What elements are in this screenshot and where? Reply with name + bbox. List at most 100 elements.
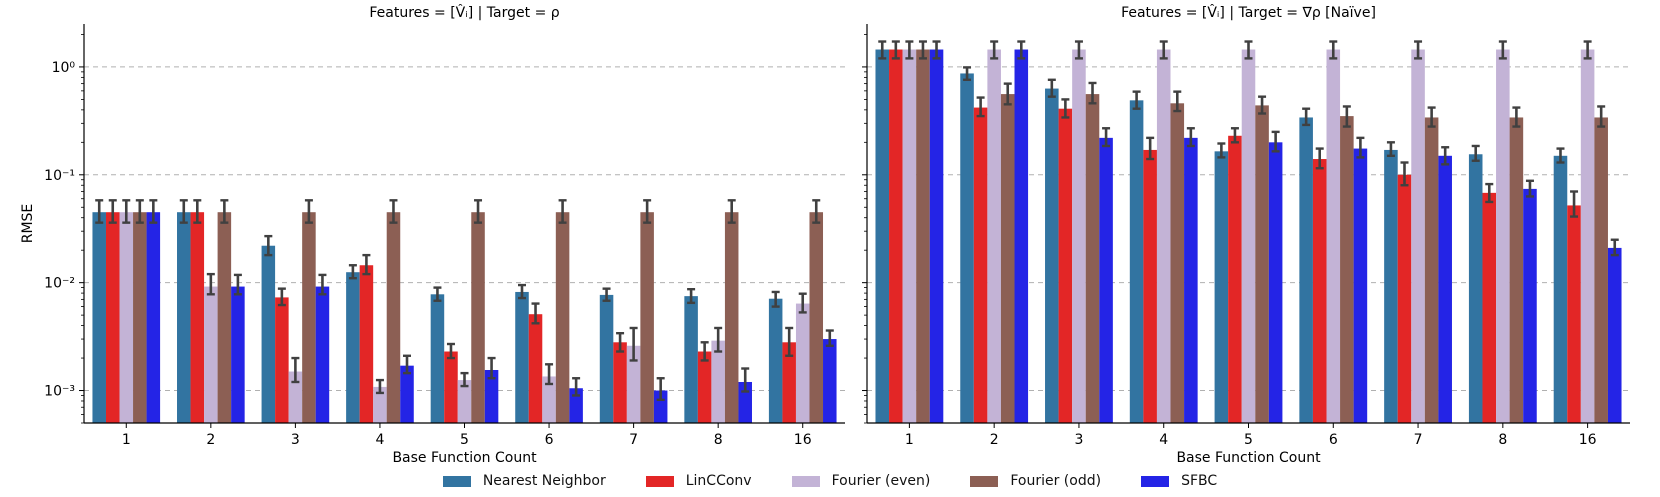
panel2-bar-nearest-neighbor-7: [1384, 149, 1398, 424]
panel2-bar-sfbc-8: [1523, 188, 1537, 423]
panel2-bar-nearest-neighbor-8: [1468, 154, 1483, 423]
panel1-x-tick-label-5: 5: [460, 432, 469, 448]
legend-label-sfbc: SFBC: [1181, 473, 1218, 489]
panel1-bar-nearest-neighbor-2: [177, 212, 191, 423]
panel2-bar-fourier-even-6: [1326, 49, 1341, 423]
panel1-bar-sfbc-16: [823, 339, 837, 423]
panel1-x-tick-label-4: 4: [375, 432, 384, 448]
panel1-bar-nearest-neighbor-7: [599, 294, 614, 423]
panel1-bar-fourier-even-7: [626, 345, 641, 423]
panel1-bar-fourier-even-2: [204, 286, 218, 423]
panel2-bar-nearest-neighbor-4: [1129, 100, 1144, 423]
panel2-x-tick-label-7: 7: [1414, 432, 1423, 448]
panel2-x-tick-label-16: 16: [1579, 432, 1597, 448]
legend-swatch-sfbc: [1141, 475, 1170, 487]
panel2-bar-sfbc-2: [1014, 49, 1029, 423]
panel2-bar-sfbc-7: [1438, 155, 1452, 423]
panel1-x-tick-label-16: 16: [794, 432, 812, 448]
panel2-x-tick-label-3: 3: [1074, 432, 1083, 448]
panel1-bar-lincconv-5: [444, 351, 458, 423]
panel2-bar-fourier-odd-3: [1085, 94, 1100, 424]
panel2-bar-lincconv-7: [1397, 174, 1412, 423]
panel2-bar-fourier-odd-2: [1000, 94, 1015, 424]
legend-item-nearest-neighbor: Nearest Neighbor: [442, 473, 606, 489]
panel2-bar-fourier-odd-1: [916, 49, 930, 423]
panel2-bar-lincconv-4: [1143, 149, 1157, 424]
panel2-bar-fourier-even-3: [1072, 49, 1086, 423]
panel2-bar-fourier-even-5: [1241, 49, 1256, 423]
panel1-bar-fourier-even-5: [457, 380, 472, 423]
legend-label-linccconv: LinCConv: [685, 473, 752, 489]
legend-swatch-nearest-neighbor: [442, 475, 471, 487]
panel2-bar-nearest-neighbor-1: [875, 49, 890, 423]
panel1-bar-lincconv-3: [275, 297, 289, 423]
panel2-bar-fourier-even-4: [1156, 49, 1171, 423]
panel1-bar-sfbc-2: [231, 286, 245, 423]
panel2-x-tick-label-4: 4: [1159, 432, 1168, 448]
panel1-bar-lincconv-16: [782, 342, 796, 423]
panel2-x-tick-label-5: 5: [1244, 432, 1253, 448]
panel2-bar-fourier-even-2: [987, 49, 1001, 423]
panel1-bar-nearest-neighbor-6: [515, 291, 529, 423]
panel1-bar-nearest-neighbor-16: [768, 298, 783, 423]
panel1-bar-nearest-neighbor-1: [92, 212, 106, 423]
panel1-bar-fourier-odd-1: [133, 212, 147, 423]
panel2-bar-lincconv-2: [973, 107, 988, 423]
panel2-bar-fourier-even-16: [1580, 49, 1595, 423]
panel2-x-tick-label-6: 6: [1329, 432, 1338, 448]
panel1-bar-lincconv-8: [697, 351, 712, 423]
panel2-bar-sfbc-4: [1184, 137, 1198, 424]
panel1-bar-sfbc-1: [146, 212, 161, 423]
panel1-bar-nearest-neighbor-4: [346, 272, 360, 423]
panel1-y-tick-label: 10⁰: [52, 60, 76, 76]
legend: Nearest Neighbor LinCConv Fourier (even)…: [0, 469, 1660, 493]
panel1-y-tick-label: 10⁻¹: [44, 168, 75, 184]
legend-item-fourier-odd: Fourier (odd): [970, 473, 1101, 489]
panel2-bar-sfbc-6: [1353, 148, 1368, 423]
panel1-bar-nearest-neighbor-8: [684, 296, 698, 423]
panel2-bar-lincconv-6: [1312, 159, 1327, 424]
panel2-bar-nearest-neighbor-6: [1299, 117, 1313, 423]
panel2-x-tick-label-8: 8: [1498, 432, 1507, 448]
panel2-bar-fourier-even-1: [902, 49, 917, 423]
panel1-y-tick-label: 10⁻³: [44, 384, 75, 400]
panel2-title: Features = [V̂ᵢ] | Target = ∇ρ [Naïve]: [1121, 4, 1376, 21]
legend-swatch-linccconv: [645, 475, 674, 487]
panel2-bar-lincconv-5: [1228, 135, 1242, 424]
panel2-bar-fourier-odd-16: [1594, 117, 1608, 423]
panel1-bar-sfbc-6: [569, 388, 583, 423]
panel1-bar-nearest-neighbor-5: [430, 294, 445, 423]
panel1-bar-fourier-even-6: [542, 376, 556, 423]
panel2-bar-fourier-even-8: [1496, 49, 1510, 423]
panel1-bar-fourier-even-16: [795, 303, 810, 423]
panel1-x-tick-label-8: 8: [714, 432, 723, 448]
panel1-bar-sfbc-3: [315, 286, 330, 423]
panel1-bar-fourier-odd-16: [809, 212, 824, 423]
legend-item-linccconv: LinCConv: [645, 473, 752, 489]
panel2-x-axis-label: Base Function Count: [1176, 450, 1321, 466]
panel2-bar-sfbc-1: [929, 49, 944, 423]
panel2-bar-lincconv-8: [1482, 192, 1497, 423]
panel1-bar-lincconv-7: [613, 342, 627, 423]
panel2-bar-nearest-neighbor-16: [1553, 155, 1568, 423]
panel1-bar-lincconv-2: [190, 212, 205, 423]
panel1-x-tick-label-7: 7: [629, 432, 638, 448]
panel1-bar-fourier-even-1: [119, 212, 134, 423]
panel1-bar-sfbc-5: [484, 369, 499, 423]
panel1-bar-fourier-odd-4: [386, 212, 401, 423]
panel1-bar-fourier-odd-8: [724, 212, 739, 423]
panel2-bar-lincconv-1: [889, 49, 903, 423]
panel1-bar-fourier-odd-5: [471, 212, 485, 423]
panel1-bar-fourier-even-8: [711, 340, 725, 423]
panel2-x-tick-label-1: 1: [905, 432, 914, 448]
legend-label-nearest-neighbor: Nearest Neighbor: [482, 473, 606, 489]
panel1-x-tick-label-6: 6: [545, 432, 554, 448]
panel1-x-tick-label-2: 2: [206, 432, 215, 448]
panel1-y-axis-label: RMSE: [20, 204, 36, 244]
panel1-bar-sfbc-4: [400, 365, 414, 423]
panel1-bar-fourier-odd-6: [555, 212, 570, 423]
legend-label-fourier-even: Fourier (even): [831, 473, 931, 489]
panel1-bar-fourier-even-3: [288, 371, 303, 423]
panel1-x-axis-label: Base Function Count: [392, 450, 537, 466]
